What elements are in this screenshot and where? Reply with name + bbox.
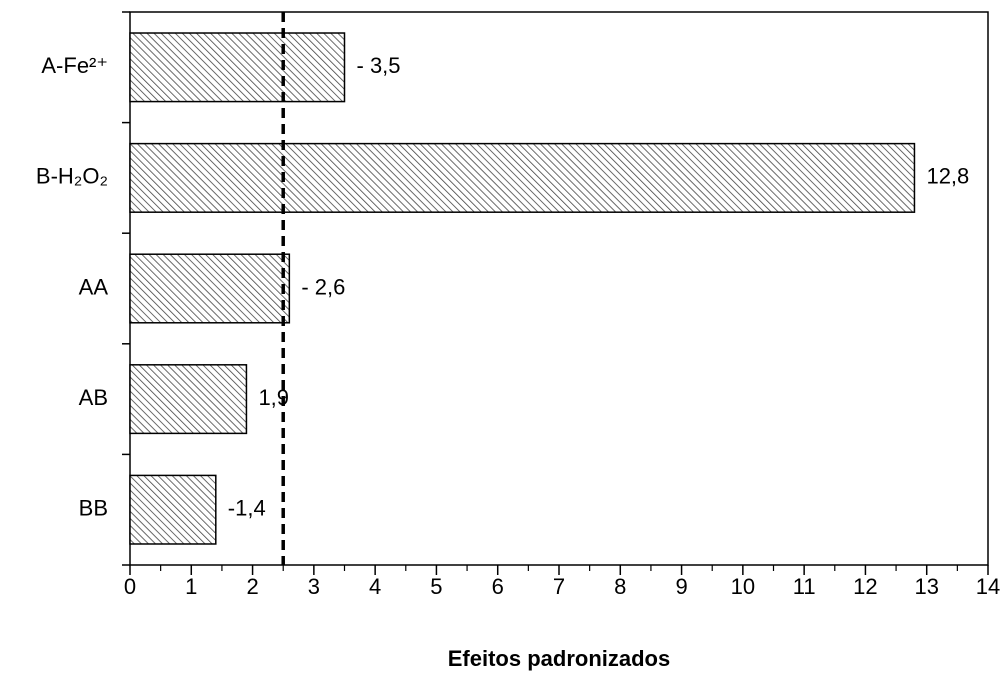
bar xyxy=(129,142,916,213)
x-tick-label: 9 xyxy=(675,574,687,599)
x-tick-label: 6 xyxy=(492,574,504,599)
value-label: 12,8 xyxy=(926,164,969,189)
x-tick-label: 12 xyxy=(853,574,877,599)
bar xyxy=(129,32,346,103)
x-tick-label: 14 xyxy=(976,574,1000,599)
x-tick-label: 3 xyxy=(308,574,320,599)
bar xyxy=(129,474,217,545)
y-tick-label: AB xyxy=(79,385,108,410)
x-tick-label: 2 xyxy=(246,574,258,599)
value-label: -1,4 xyxy=(228,496,266,521)
y-tick-label: BB xyxy=(79,496,108,521)
bar xyxy=(129,253,291,324)
x-axis-title: Efeitos padronizados xyxy=(448,646,670,671)
x-tick-label: 1 xyxy=(185,574,197,599)
x-tick-label: 7 xyxy=(553,574,565,599)
x-tick-label: 4 xyxy=(369,574,381,599)
y-tick-label: A-Fe²⁺ xyxy=(41,53,108,78)
x-tick-label: 0 xyxy=(124,574,136,599)
bar xyxy=(129,364,248,435)
value-label: - 2,6 xyxy=(301,274,345,299)
value-label: - 3,5 xyxy=(357,53,401,78)
x-tick-label: 10 xyxy=(731,574,755,599)
y-tick-label: B-H₂O₂ xyxy=(36,164,108,189)
x-tick-label: 13 xyxy=(914,574,938,599)
x-tick-label: 8 xyxy=(614,574,626,599)
y-tick-label: AA xyxy=(79,274,109,299)
x-tick-label: 11 xyxy=(793,574,816,599)
x-tick-label: 5 xyxy=(430,574,442,599)
